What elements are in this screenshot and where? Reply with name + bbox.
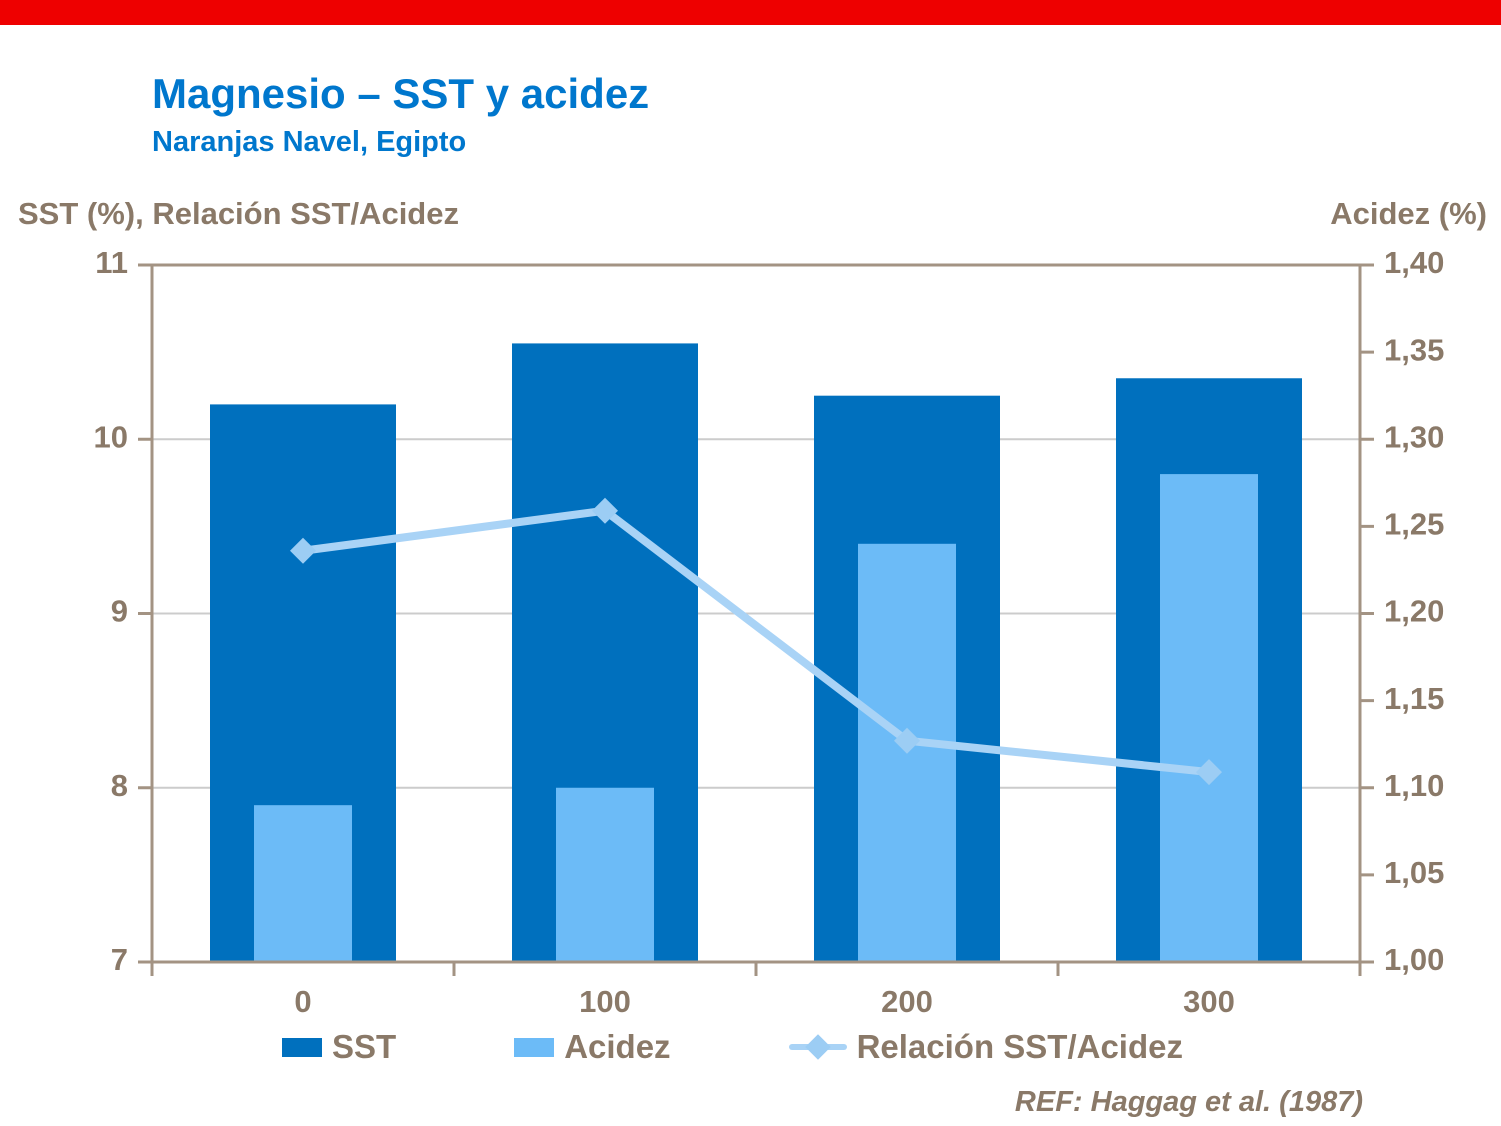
ratio-marker-diamond (592, 497, 618, 524)
top-red-bar (0, 0, 1501, 25)
acidez-bar (1160, 474, 1258, 962)
y-left-tick-label: 8 (111, 768, 128, 803)
x-tick-label: 100 (579, 984, 631, 1019)
x-tick-label: 0 (294, 984, 311, 1019)
sst-swatch (282, 1037, 322, 1057)
x-tick-label: 200 (881, 984, 933, 1019)
legend-item-sst: SST (282, 1028, 396, 1066)
y-right-tick-label: 1,25 (1384, 507, 1444, 542)
legend-item-acidez: Acidez (514, 1028, 671, 1066)
y-right-tick-label: 1,20 (1384, 594, 1444, 629)
y-right-tick-label: 1,40 (1384, 245, 1444, 280)
legend: SST Acidez Relación SST/Acidez (282, 1028, 1183, 1066)
legend-label-ratio: Relación SST/Acidez (856, 1028, 1183, 1065)
acidez-swatch (514, 1037, 555, 1057)
ratio-marker-diamond (290, 537, 316, 564)
acidez-bar (556, 787, 654, 962)
legend-label-acidez: Acidez (564, 1028, 671, 1065)
y-left-tick-label: 11 (95, 245, 128, 280)
y-right-tick-label: 1,00 (1384, 942, 1444, 977)
ratio-marker-diamond (1196, 759, 1222, 786)
y-left-tick-label: 9 (111, 594, 128, 629)
y-right-tick-label: 1,35 (1384, 332, 1444, 367)
y-left-tick-label: 10 (94, 419, 128, 454)
x-tick-label: 300 (1183, 984, 1235, 1019)
acidez-bar (254, 805, 352, 962)
chart-subtitle: Naranjas Navel, Egipto (152, 126, 467, 158)
ratio-line (299, 506, 1213, 777)
ratio-marker-diamond (894, 727, 920, 754)
y-right-tick-label: 1,05 (1384, 855, 1444, 890)
y-left-tick-label: 7 (111, 942, 128, 977)
chart-title: Magnesio – SST y acidez (152, 70, 650, 117)
left-axis-title: SST (%), Relación SST/Acidez (18, 196, 459, 231)
legend-item-ratio: Relación SST/Acidez (788, 1028, 1183, 1066)
right-axis-title: Acidez (%) (1330, 196, 1487, 231)
legend-label-sst: SST (332, 1028, 397, 1065)
reference-text: REF: Haggag et al. (1987) (1014, 1086, 1363, 1118)
y-right-tick-label: 1,15 (1384, 681, 1444, 716)
y-right-tick-label: 1,30 (1384, 419, 1444, 454)
ratio-line-swatch (788, 1034, 847, 1060)
y-right-tick-label: 1,10 (1384, 768, 1444, 803)
diamond-marker-icon (804, 1034, 831, 1060)
